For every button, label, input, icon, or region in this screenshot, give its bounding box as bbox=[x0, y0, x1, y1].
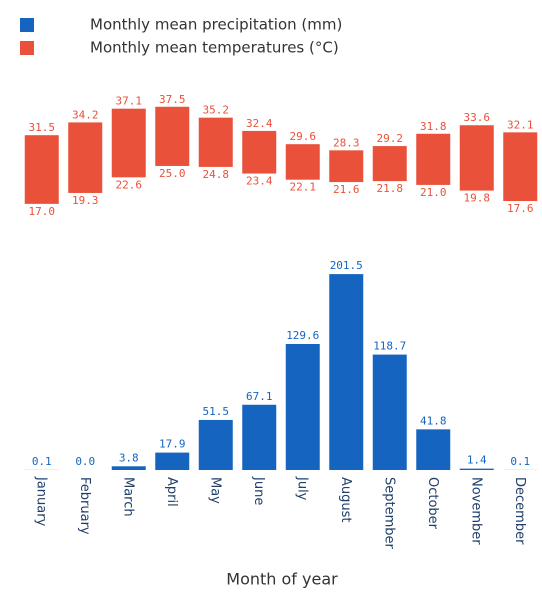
value-label: 24.8 bbox=[203, 168, 230, 181]
x-axis-label: Month of year bbox=[226, 570, 338, 589]
legend-label: Monthly mean temperatures (°C) bbox=[90, 39, 339, 57]
value-label: 129.6 bbox=[286, 329, 319, 342]
precipitation-bar bbox=[372, 354, 407, 470]
value-label: 33.6 bbox=[464, 111, 491, 124]
temperature-bar bbox=[372, 146, 407, 182]
x-tick-label: October bbox=[425, 477, 440, 530]
temperature-bar bbox=[242, 130, 277, 174]
x-tick-label: December bbox=[512, 477, 527, 545]
value-label: 201.5 bbox=[330, 259, 363, 272]
precipitation-bar bbox=[198, 419, 233, 470]
value-label: 67.1 bbox=[246, 390, 273, 403]
value-label: 21.0 bbox=[420, 186, 447, 199]
temperature-bar bbox=[503, 132, 538, 202]
value-label: 31.8 bbox=[420, 120, 447, 133]
x-tick-label: March bbox=[120, 477, 135, 517]
value-label: 118.7 bbox=[373, 340, 406, 353]
value-label: 23.4 bbox=[246, 175, 273, 188]
value-label: 3.8 bbox=[119, 451, 139, 464]
temperature-bar bbox=[155, 106, 190, 166]
value-label: 22.6 bbox=[116, 178, 143, 191]
temperature-bar bbox=[68, 122, 103, 193]
value-label: 37.5 bbox=[159, 93, 186, 106]
temperature-bar bbox=[416, 133, 451, 185]
value-label: 0.0 bbox=[75, 455, 95, 468]
precipitation-bar bbox=[111, 466, 146, 470]
value-label: 0.1 bbox=[510, 455, 530, 468]
temperature-bar bbox=[198, 117, 233, 167]
value-label: 17.6 bbox=[507, 202, 534, 215]
x-tick-label: July bbox=[294, 476, 309, 501]
precipitation-bar bbox=[459, 468, 494, 470]
precipitation-bar bbox=[242, 404, 277, 470]
value-label: 28.3 bbox=[333, 136, 360, 149]
temperature-bar bbox=[459, 125, 494, 191]
value-label: 31.5 bbox=[29, 121, 56, 134]
value-label: 19.3 bbox=[72, 194, 99, 207]
x-tick-label: February bbox=[77, 477, 92, 535]
value-label: 29.2 bbox=[377, 132, 404, 145]
value-label: 32.1 bbox=[507, 118, 534, 131]
precipitation-bar bbox=[285, 344, 320, 470]
temperature-bar bbox=[329, 150, 364, 183]
temperature-bar bbox=[111, 108, 146, 178]
value-label: 32.4 bbox=[246, 117, 273, 130]
value-label: 1.4 bbox=[467, 454, 487, 467]
value-label: 17.0 bbox=[29, 205, 56, 218]
precipitation-bar bbox=[416, 429, 451, 470]
x-tick-label: September bbox=[381, 477, 396, 550]
value-label: 25.0 bbox=[159, 167, 186, 180]
value-label: 21.8 bbox=[377, 182, 404, 195]
legend-label: Monthly mean precipitation (mm) bbox=[90, 16, 342, 34]
value-label: 35.2 bbox=[203, 104, 230, 117]
x-tick-label: April bbox=[164, 477, 179, 507]
value-label: 34.2 bbox=[72, 108, 99, 121]
value-label: 51.5 bbox=[203, 405, 230, 418]
value-label: 41.8 bbox=[420, 414, 447, 427]
x-tick-label: August bbox=[338, 477, 353, 523]
legend-swatch bbox=[20, 18, 34, 32]
x-tick-label: June bbox=[251, 476, 266, 505]
value-label: 19.8 bbox=[464, 192, 491, 205]
value-label: 37.1 bbox=[116, 95, 143, 108]
legend-swatch bbox=[20, 41, 34, 55]
value-label: 0.1 bbox=[32, 455, 52, 468]
value-label: 17.9 bbox=[159, 438, 186, 451]
value-label: 29.6 bbox=[290, 130, 317, 143]
value-label: 21.6 bbox=[333, 183, 360, 196]
precipitation-bar bbox=[155, 452, 190, 470]
value-label: 22.1 bbox=[290, 181, 317, 194]
precipitation-bar bbox=[329, 274, 364, 470]
x-tick-label: November bbox=[468, 477, 483, 545]
x-tick-label: May bbox=[207, 477, 222, 504]
temperature-bar bbox=[24, 135, 59, 204]
x-tick-label: January bbox=[33, 476, 48, 527]
temperature-bar bbox=[285, 144, 320, 180]
